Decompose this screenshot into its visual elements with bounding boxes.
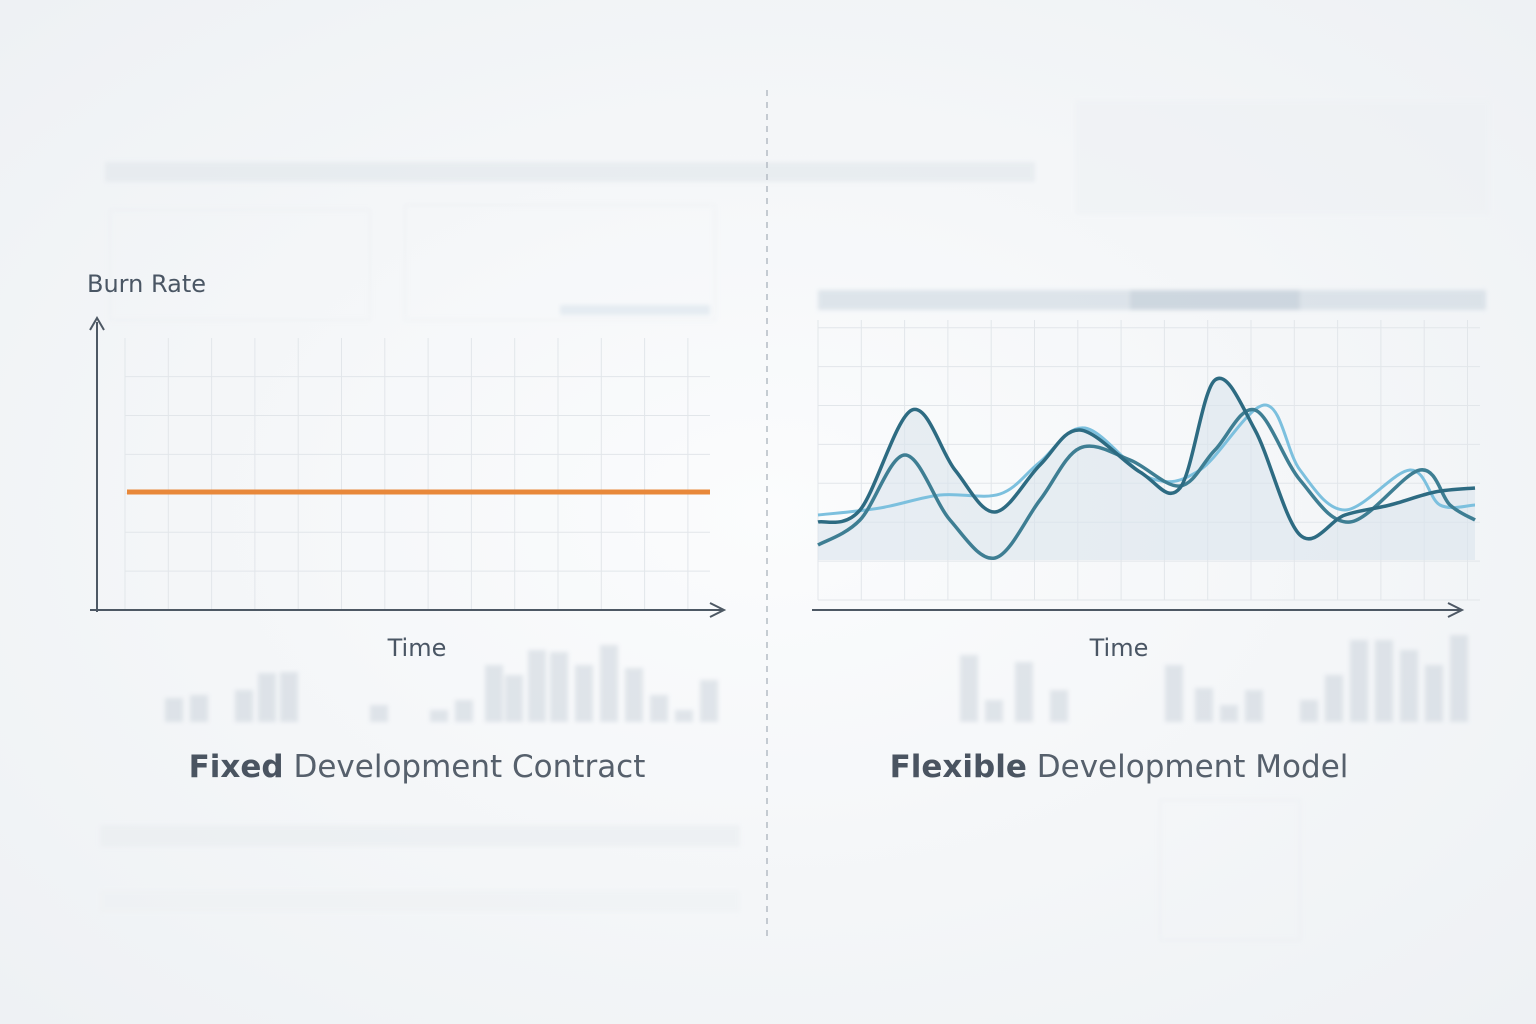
bar-shape — [675, 710, 693, 722]
bar-shape — [1165, 665, 1183, 722]
bar-shape — [190, 695, 208, 722]
blurred-dashboard — [100, 100, 1490, 941]
y-arrow — [89, 316, 105, 331]
x-label: Time — [1089, 634, 1149, 662]
bar-shape — [280, 672, 298, 722]
bar-shape — [575, 665, 593, 722]
caption-rest: Development Contract — [293, 749, 645, 785]
bar-shape — [455, 700, 473, 722]
bar-shape — [1050, 690, 1068, 722]
bar-shape — [1300, 700, 1318, 722]
curve — [817, 376, 1476, 541]
bar-shape — [650, 695, 668, 722]
bar-shape — [1245, 690, 1263, 722]
caption-rest: Development Model — [1037, 749, 1349, 785]
bar-shape — [1220, 705, 1238, 722]
bar-shape — [550, 652, 568, 722]
bar-shape — [505, 675, 523, 722]
y-label: Burn Rate — [87, 270, 206, 298]
caption-bold: Fixed — [189, 749, 284, 785]
bar-shape — [625, 668, 643, 722]
caption: Flexible Development Model — [890, 749, 1349, 785]
bar-shape — [528, 650, 546, 722]
blurred-bars — [165, 635, 1468, 722]
bar-shape — [1425, 665, 1443, 722]
curve — [817, 407, 1476, 560]
bar-shape — [430, 710, 448, 722]
x-arrow — [1447, 602, 1465, 618]
bar-shape — [1325, 675, 1343, 722]
bar-shape — [1375, 640, 1393, 722]
bar-shape — [235, 690, 253, 722]
bar-shape — [700, 680, 718, 722]
caption: Fixed Development Contract — [189, 749, 646, 785]
curves — [817, 376, 1476, 560]
variation-area — [818, 378, 1475, 560]
caption-bold: Flexible — [890, 749, 1027, 785]
bar-shape — [600, 645, 618, 722]
bar-shape — [485, 665, 503, 722]
bar-shape — [1015, 662, 1033, 722]
bar-shape — [1450, 635, 1468, 722]
bar-shape — [1350, 640, 1368, 722]
bar-shape — [1400, 650, 1418, 722]
x-label: Time — [387, 634, 447, 662]
bar-shape — [960, 655, 978, 722]
bar-shape — [1195, 688, 1213, 722]
bar-shape — [258, 673, 276, 722]
bar-shape — [985, 700, 1003, 722]
bar-shape — [370, 705, 388, 722]
x-arrow — [709, 602, 727, 618]
bar-shape — [165, 698, 183, 722]
